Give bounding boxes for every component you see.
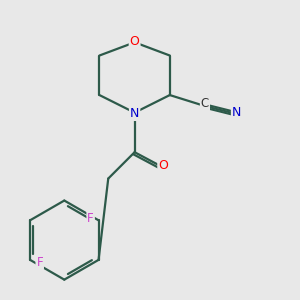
Text: F: F [36, 256, 43, 268]
Text: N: N [232, 106, 241, 119]
Text: O: O [130, 35, 140, 48]
Text: F: F [87, 212, 94, 225]
Text: N: N [130, 107, 139, 120]
Text: O: O [158, 159, 168, 172]
Text: C: C [201, 98, 209, 110]
